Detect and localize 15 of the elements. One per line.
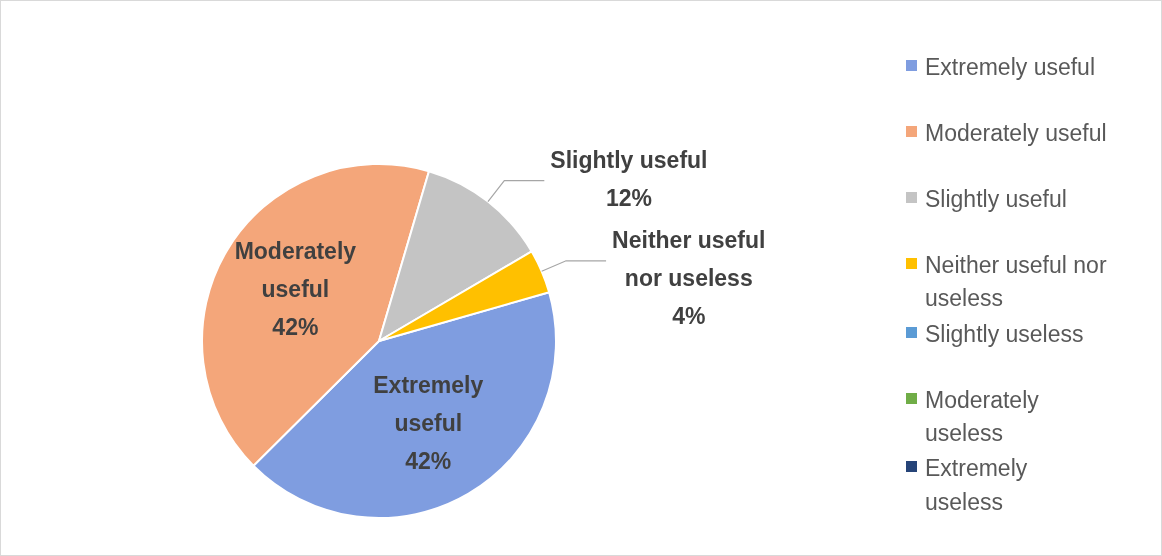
- slice-label: Moderately useful: [234, 238, 357, 303]
- legend-label: Moderately useful: [925, 119, 1107, 148]
- slice-label: Slightly useful: [550, 146, 708, 173]
- slice-label: Neither useful nor useless: [612, 227, 766, 292]
- data-label: 42%: [272, 314, 319, 341]
- data-label: 12%: [605, 184, 652, 211]
- legend-label: Neither useful nor useless: [925, 251, 1108, 314]
- legend-label: Extremely useful: [925, 53, 1096, 82]
- legend-label: Slightly useless: [925, 319, 1084, 349]
- legend-label: Extremely useless: [925, 454, 1029, 517]
- data-label: 42%: [405, 448, 452, 475]
- data-label: 4%: [672, 303, 706, 330]
- slice-label: Extremely useful: [373, 372, 484, 437]
- legend-label: Moderately useless: [925, 385, 1040, 449]
- legend-label: Slightly useful: [925, 185, 1067, 214]
